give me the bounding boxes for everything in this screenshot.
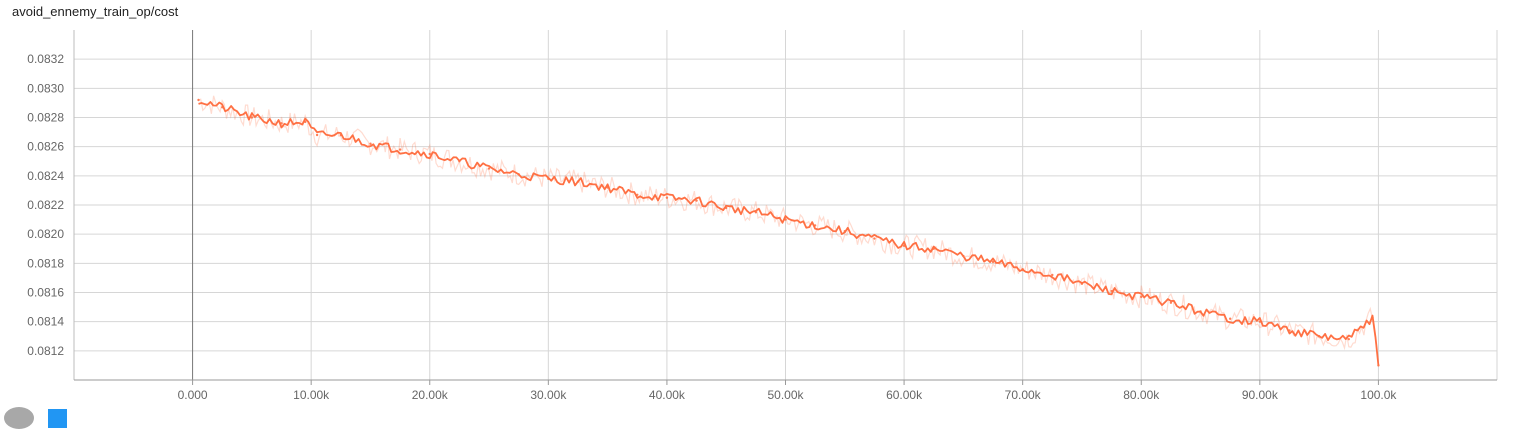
y-tick-label: 0.0818	[27, 256, 64, 270]
data-point	[902, 244, 906, 248]
y-tick-label: 0.0828	[27, 111, 64, 125]
axes	[73, 30, 1498, 385]
data-point	[962, 254, 965, 258]
data-point	[636, 193, 639, 196]
data-point	[932, 247, 935, 250]
data-point	[315, 133, 319, 137]
x-tick-label: 90.00k	[1242, 388, 1279, 402]
data-point	[695, 199, 698, 202]
series-layer	[197, 95, 1380, 367]
y-tick-label: 0.0814	[27, 315, 64, 329]
data-point	[784, 218, 787, 221]
x-tick-label: 80.00k	[1123, 388, 1160, 402]
y-tick-labels: 0.0812 0.0814 0.0816 0.0818 0.0820 0.0822 0.08…	[27, 52, 64, 358]
data-point	[576, 180, 580, 183]
y-tick-label: 0.0822	[27, 198, 64, 212]
data-point	[1347, 337, 1350, 341]
y-tick-label: 0.0824	[27, 169, 64, 183]
data-point	[813, 224, 817, 227]
data-point	[1317, 335, 1321, 338]
data-point	[250, 116, 254, 119]
data-point	[398, 148, 402, 151]
y-tick-label: 0.0830	[27, 81, 64, 95]
toggle-icon[interactable]	[4, 407, 34, 429]
data-point	[221, 106, 224, 109]
x-tick-label: 10.00k	[293, 388, 330, 402]
data-point	[1080, 282, 1084, 285]
data-point	[1169, 301, 1173, 304]
chart-title: avoid_ennemy_train_op/cost	[12, 4, 179, 19]
y-tick-label: 0.0812	[27, 344, 64, 358]
data-point	[873, 237, 876, 240]
data-point	[725, 206, 728, 210]
y-tick-label: 0.0832	[27, 52, 64, 66]
data-point	[991, 260, 995, 264]
data-point	[369, 142, 372, 145]
data-point	[606, 186, 609, 189]
x-tick-label: 30.00k	[530, 388, 567, 402]
data-point	[280, 122, 283, 125]
chart[interactable]: 0.0812 0.0814 0.0816 0.0818 0.0820 0.0822 0.08…	[0, 0, 1523, 418]
data-point	[304, 120, 307, 124]
data-point	[1140, 295, 1143, 299]
data-point	[339, 133, 343, 137]
data-point	[428, 152, 431, 156]
data-point	[458, 160, 461, 163]
data-point	[547, 177, 550, 180]
data-point	[1199, 310, 1202, 313]
data-point	[843, 230, 846, 233]
x-tick-label: 100.0k	[1360, 388, 1397, 402]
expand-icon[interactable]	[48, 409, 67, 428]
footer-toolbar	[4, 407, 74, 429]
x-tick-label: 60.00k	[886, 388, 923, 402]
x-tick-label: 20.00k	[412, 388, 449, 402]
data-point	[1051, 273, 1054, 277]
data-point	[1110, 289, 1113, 293]
data-point	[665, 196, 669, 199]
x-tick-labels: 0.000 10.00k 20.00k 30.00k 40.00k 50.00k 60.00…	[178, 388, 1398, 402]
series-raw-line	[198, 95, 1379, 366]
data-point	[1258, 320, 1262, 323]
data-point	[487, 167, 491, 170]
data-point	[1228, 317, 1232, 320]
data-point	[754, 211, 758, 214]
x-tick-label: 0.000	[178, 388, 208, 402]
data-point	[1377, 364, 1380, 367]
x-tick-label: 50.00k	[767, 388, 804, 402]
y-tick-label: 0.0816	[27, 286, 64, 300]
series-line	[198, 101, 1380, 366]
data-point	[1021, 267, 1024, 271]
data-point	[1288, 329, 1291, 332]
y-tick-label: 0.0826	[27, 140, 64, 154]
data-point	[1371, 316, 1374, 319]
x-tick-label: 70.00k	[1005, 388, 1042, 402]
data-point	[517, 173, 520, 176]
y-tick-label: 0.0820	[27, 227, 64, 241]
x-tick-label: 40.00k	[649, 388, 686, 402]
data-point	[197, 98, 200, 102]
grid	[74, 30, 1497, 380]
